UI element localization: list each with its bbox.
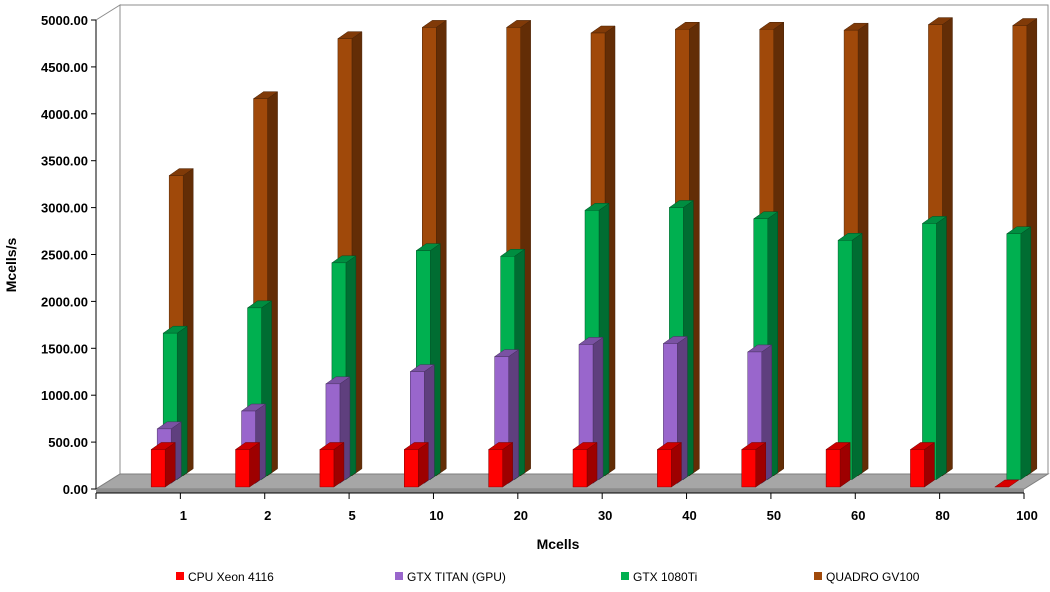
bar-gtx-1080ti	[921, 215, 948, 480]
bar-cpu-xeon-4116	[572, 441, 598, 488]
x-tick-label: 5	[348, 508, 355, 523]
y-axis-title: Mcells/s	[3, 238, 19, 293]
legend-label: QUADRO GV100	[826, 570, 920, 584]
y-tick-label: 1500.00	[41, 341, 88, 356]
bar-cpu-xeon-4116	[234, 441, 261, 488]
legend-swatch	[176, 572, 184, 580]
bar-cpu-xeon-4116	[403, 441, 430, 488]
y-tick-label: 5000.00	[41, 13, 88, 28]
y-tick-label: 4000.00	[41, 107, 88, 122]
x-axis-title: Mcells	[537, 536, 580, 552]
axes	[91, 19, 1025, 499]
bar-cpu-xeon-4116	[487, 441, 514, 488]
y-tick-label: 3000.00	[41, 201, 88, 216]
bar-gtx-1080ti	[1006, 226, 1032, 480]
bar-cpu-xeon-4116	[909, 441, 936, 488]
x-tick-label: 10	[429, 508, 443, 523]
legend-item: QUADRO GV100	[814, 570, 920, 584]
bar-cpu-xeon-4116	[150, 441, 176, 488]
x-tick-label: 1	[180, 508, 187, 523]
legend-item: GTX TITAN (GPU)	[395, 570, 506, 584]
bars	[150, 17, 1038, 488]
y-tick-label: 2000.00	[41, 294, 88, 309]
y-tick-label: 4500.00	[41, 60, 88, 75]
plot-walls	[94, 4, 1050, 493]
x-tick-label: 100	[1016, 508, 1038, 523]
bar-cpu-xeon-4116	[656, 441, 683, 488]
bar-gtx-1080ti	[837, 232, 863, 480]
floor-edge	[96, 489, 1024, 493]
x-tick-label: 80	[935, 508, 949, 523]
legend-label: GTX TITAN (GPU)	[407, 570, 506, 584]
bar-cpu-xeon-4116	[994, 479, 1020, 488]
legend-label: CPU Xeon 4116	[188, 570, 274, 584]
legend-item: CPU Xeon 4116	[176, 570, 274, 584]
y-tick-label: 1000.00	[41, 388, 88, 403]
legend-item: GTX 1080Ti	[621, 570, 697, 584]
side-wall	[95, 4, 121, 490]
x-tick-label: 2	[264, 508, 271, 523]
bar-cpu-xeon-4116	[319, 441, 345, 488]
x-tick-label: 50	[767, 508, 781, 523]
y-tick-label: 3500.00	[41, 154, 88, 169]
x-tick-label: 40	[682, 508, 696, 523]
legend-swatch	[814, 572, 822, 580]
y-tick-label: 0.00	[63, 482, 88, 497]
y-tick-label: 2500.00	[41, 248, 88, 263]
legend-label: GTX 1080Ti	[633, 570, 697, 584]
x-tick-label: 60	[851, 508, 865, 523]
x-tick-label: 20	[514, 508, 528, 523]
legend-swatch	[395, 572, 403, 580]
legend-swatch	[621, 572, 629, 580]
bar-cpu-xeon-4116	[740, 441, 767, 488]
x-tick-label: 30	[598, 508, 612, 523]
bar-cpu-xeon-4116	[825, 441, 851, 488]
y-tick-label: 500.00	[48, 435, 88, 450]
tick-labels: 0.00 500.00 1000.00 1500.00 2000.00 2500.00 30…	[41, 13, 1038, 523]
legend: CPU Xeon 4116 GTX TITAN (GPU) GTX 1080Ti QU…	[176, 570, 920, 584]
